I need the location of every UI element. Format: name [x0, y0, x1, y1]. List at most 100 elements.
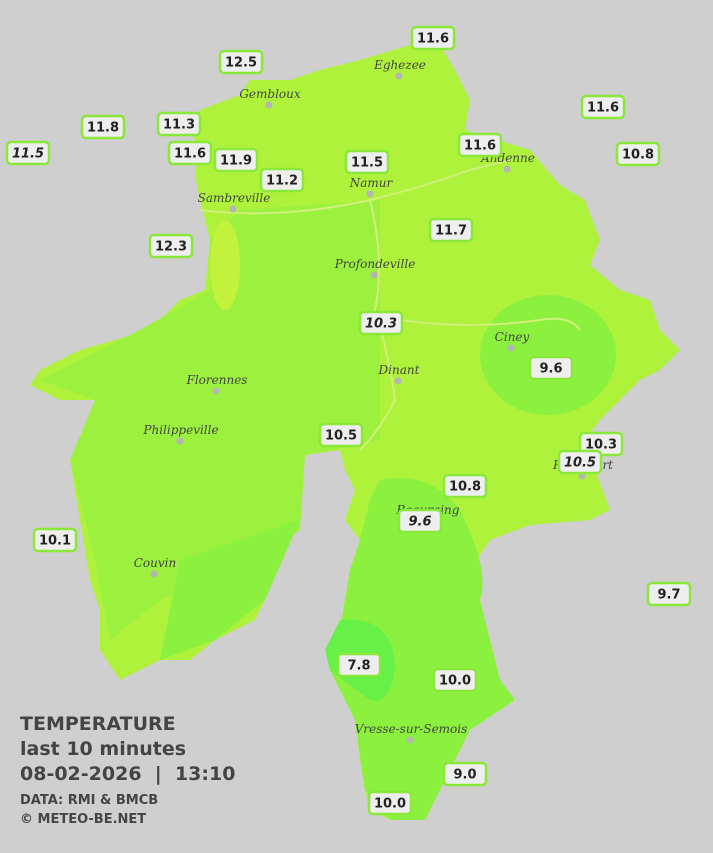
station: 9.7	[646, 581, 692, 607]
station-box	[580, 94, 626, 120]
station-value: 11.3	[163, 118, 195, 133]
station: 11.5	[5, 140, 51, 166]
station: 11.6	[580, 94, 626, 120]
station: 11.3	[156, 111, 202, 137]
station: 10.8	[442, 473, 488, 499]
station: 9.0	[442, 761, 488, 787]
station: 7.8	[336, 652, 382, 678]
town-dot	[370, 271, 378, 279]
station: 9.6	[397, 508, 443, 534]
station: 11.6	[410, 25, 456, 51]
station-box	[213, 147, 259, 173]
station-box	[442, 761, 488, 787]
station: 11.2	[259, 167, 305, 193]
station-value: 10.5	[564, 456, 596, 471]
station-value: 10.3	[365, 317, 397, 332]
town-dot	[176, 437, 184, 445]
station: 11.9	[213, 147, 259, 173]
river	[199, 159, 581, 451]
station: 10.0	[432, 667, 478, 693]
station-box	[432, 667, 478, 693]
station-box	[336, 652, 382, 678]
station-value: 10.5	[325, 429, 357, 444]
station-box	[615, 141, 661, 167]
town-label: Philippeville	[142, 423, 218, 437]
title: TEMPERATURE	[20, 713, 176, 735]
town-label: Vresse-sur-Semois	[355, 722, 468, 736]
station-box	[156, 111, 202, 137]
station-box	[318, 422, 364, 448]
station-box	[259, 167, 305, 193]
station-box	[367, 790, 413, 816]
town-dot	[212, 387, 220, 395]
station-value: 11.6	[464, 139, 496, 154]
town-dot	[395, 72, 403, 80]
zone-ciney	[480, 295, 616, 415]
station-box	[218, 49, 264, 75]
station-value: 11.5	[351, 156, 383, 171]
station-box	[148, 233, 194, 259]
town-label: Florennes	[186, 373, 248, 387]
station-box	[528, 355, 574, 381]
town-dot	[366, 190, 374, 198]
station-value: 10.1	[39, 534, 71, 549]
station-box	[32, 527, 78, 553]
town-dot	[406, 736, 414, 744]
town-label: Profondeville	[334, 257, 416, 271]
source: DATA: RMI & BMCB	[20, 793, 158, 808]
station: 10.3	[358, 310, 404, 336]
station-value: 7.8	[347, 659, 370, 674]
station-box	[442, 473, 488, 499]
station-value: 11.6	[174, 147, 206, 162]
town-label: Eghezee	[373, 58, 426, 72]
station-value: 10.3	[585, 438, 617, 453]
town-label: Couvin	[134, 556, 176, 570]
datetime: 08-02-2026 | 13:10	[20, 763, 235, 785]
station-value: 12.3	[155, 240, 187, 255]
station-box	[457, 132, 503, 158]
station-value: 11.7	[435, 224, 467, 239]
station-value: 9.7	[657, 588, 680, 603]
credit: © METEO-BE.NET	[20, 812, 146, 827]
station-value: 10.0	[439, 674, 471, 689]
station-value: 11.6	[587, 101, 619, 116]
station-value: 10.8	[449, 480, 481, 495]
station: 11.8	[80, 114, 126, 140]
station: 10.8	[615, 141, 661, 167]
town-dot	[150, 570, 158, 578]
subtitle: last 10 minutes	[20, 738, 186, 760]
station-value: 11.6	[417, 32, 449, 47]
station: 10.5	[557, 449, 603, 475]
town-dot	[265, 101, 273, 109]
station-box	[397, 508, 443, 534]
station: 11.7	[428, 217, 474, 243]
station-box	[410, 25, 456, 51]
station: 9.6	[528, 355, 574, 381]
town-label: Namur	[349, 176, 394, 190]
station-value: 9.6	[408, 515, 431, 530]
town-dot	[394, 377, 402, 385]
station: 10.5	[318, 422, 364, 448]
station: 11.5	[344, 149, 390, 175]
station-box	[646, 581, 692, 607]
town-label: Sambreville	[198, 191, 271, 205]
station-box	[358, 310, 404, 336]
station-value: 10.0	[374, 797, 406, 812]
station: 12.3	[148, 233, 194, 259]
station-box	[344, 149, 390, 175]
station-value: 10.8	[622, 148, 654, 163]
station-value: 9.6	[539, 362, 562, 377]
station: 10.0	[367, 790, 413, 816]
station: 11.6	[167, 140, 213, 166]
station-value: 11.5	[12, 147, 44, 162]
town-label: Dinant	[378, 363, 420, 377]
zone-warm	[210, 220, 240, 310]
station-value: 11.2	[266, 174, 298, 189]
station-value: 12.5	[225, 56, 257, 71]
station-value: 11.8	[87, 121, 119, 136]
town-label: Ciney	[495, 330, 530, 344]
town-dot	[507, 344, 515, 352]
station-box	[557, 449, 603, 475]
station-value: 11.9	[220, 154, 252, 169]
